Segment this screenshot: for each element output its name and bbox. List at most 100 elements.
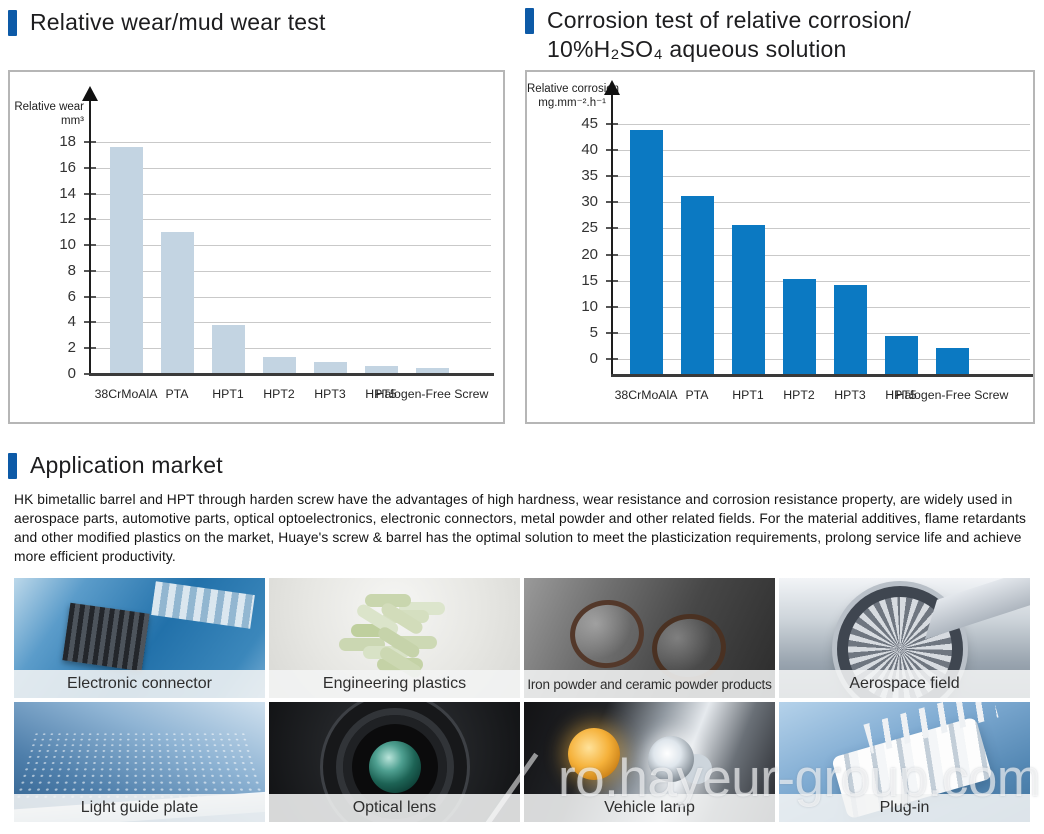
bar-hpt2 xyxy=(782,278,816,375)
y-tick-label: 15 xyxy=(581,271,598,289)
bar-38crmoala xyxy=(629,130,663,375)
y-tick-label: 4 xyxy=(67,313,76,331)
gridline xyxy=(90,142,491,143)
bar-hpt5 xyxy=(364,365,398,374)
gridline xyxy=(90,270,491,272)
corrosion-title-line2: 10%H₂SO₄ aqueous solution xyxy=(547,36,847,62)
application-tile-grid: Electronic connector Engineering plastics… xyxy=(14,578,1030,822)
wear-section-title: Relative wear/mud wear test xyxy=(8,8,326,37)
gridline xyxy=(90,296,491,298)
bar-hpt3 xyxy=(313,362,347,374)
corrosion-section-title: Corrosion test of relative corrosion/10%… xyxy=(525,6,911,64)
x-axis-line xyxy=(89,373,494,376)
bar-pta xyxy=(680,196,714,375)
gridline xyxy=(90,245,491,247)
y-tick-label: 0 xyxy=(589,350,598,367)
application-paragraph: HK bimetallic barrel and HPT through har… xyxy=(14,492,1027,564)
tile-light-guide-plate: Light guide plate xyxy=(14,702,265,822)
y-tick-label: 12 xyxy=(59,210,76,228)
bar-hpt5 xyxy=(884,335,918,375)
category-label-38crmoala: 38CrMoAlA xyxy=(94,387,158,401)
category-label-hpt2: HPT2 xyxy=(263,387,295,401)
category-label-hpt3: HPT3 xyxy=(314,387,346,401)
corrosion-title-line1: Corrosion test of relative corrosion/ xyxy=(547,7,912,33)
category-label-hpt3: HPT3 xyxy=(834,388,866,402)
tile-caption-aerospace-field: Aerospace field xyxy=(779,670,1030,698)
y-tick-label: 14 xyxy=(59,184,76,202)
gridline xyxy=(612,306,1030,308)
bar-halogen-free-screw xyxy=(935,347,969,375)
application-title-text: Application market xyxy=(30,452,223,478)
y-tick-label: 35 xyxy=(581,167,598,185)
category-label-38crmoala: 38CrMoAlA xyxy=(614,388,678,402)
gridline xyxy=(612,254,1030,256)
wear-title-text: Relative wear/mud wear test xyxy=(30,9,326,35)
category-label-hpt5: HPT5 xyxy=(885,388,917,402)
gridline xyxy=(90,219,491,221)
y-tick-label: 10 xyxy=(59,236,76,254)
tile-optical-lens: Optical lens xyxy=(269,702,520,822)
accent-bar xyxy=(8,453,17,479)
category-label-hpt1: HPT1 xyxy=(732,388,764,402)
y-axis-label: Relative corrosion mg.mm⁻².h⁻¹ xyxy=(527,83,620,109)
category-label-pta: PTA xyxy=(165,387,189,401)
category-label-hpt2: HPT2 xyxy=(783,388,815,402)
tile-aerospace-field: Aerospace field xyxy=(779,578,1030,698)
y-tick-label: 6 xyxy=(67,287,76,305)
bar-pta xyxy=(160,232,194,374)
bar-halogen-free-screw xyxy=(415,367,449,374)
gridline xyxy=(612,176,1030,178)
tile-vehicle-lamp: Vehicle lamp xyxy=(524,702,775,822)
tile-caption-vehicle-lamp: Vehicle lamp xyxy=(524,794,775,822)
y-tick-label: 45 xyxy=(581,115,598,132)
y-axis-arrow-icon xyxy=(604,80,620,95)
tile-caption-plug-in: Plug-in xyxy=(779,794,1030,822)
bar-hpt2 xyxy=(262,357,296,374)
gridline xyxy=(612,124,1030,125)
corrosion-chart: Relative corrosion mg.mm⁻².h⁻¹ 45 40 35 30 25 2… xyxy=(525,70,1035,424)
bar-hpt3 xyxy=(833,284,867,375)
tile-plug-in: Plug-in xyxy=(779,702,1030,822)
corrosion-title-text: Corrosion test of relative corrosion/10%… xyxy=(547,6,911,64)
y-tick-label: 20 xyxy=(581,245,598,263)
gridline xyxy=(612,202,1030,204)
gridline xyxy=(612,359,1030,360)
y-tick-label: 2 xyxy=(67,339,76,357)
y-tick-label: 30 xyxy=(581,193,598,211)
tile-iron-powder-and-ceramic-powder-products: Iron powder and ceramic powder products xyxy=(524,578,775,698)
y-tick-label: 16 xyxy=(59,158,76,176)
y-tick-label: 8 xyxy=(67,261,76,279)
y-axis-line xyxy=(89,100,91,374)
category-label-hpt1: HPT1 xyxy=(212,387,244,401)
y-axis-arrow-icon xyxy=(82,86,98,101)
tile-caption-iron-powder-and-ceramic-powder-products: Iron powder and ceramic powder products xyxy=(524,670,775,698)
application-section-title: Application market xyxy=(8,451,223,480)
tile-caption-engineering-plastics: Engineering plastics xyxy=(269,670,520,698)
gridline xyxy=(612,150,1030,152)
gridline xyxy=(612,228,1030,230)
accent-bar xyxy=(525,8,534,34)
y-axis-label: Relative wear mm³ xyxy=(14,101,84,127)
gridline xyxy=(612,332,1030,334)
y-tick-label: 5 xyxy=(589,323,598,341)
category-label-halogen-free-screw: Halogen-Free Screw xyxy=(375,387,489,401)
gridline xyxy=(90,322,491,324)
tile-caption-electronic-connector: Electronic connector xyxy=(14,670,265,698)
bar-hpt1 xyxy=(731,225,765,375)
y-tick-label: 25 xyxy=(581,219,598,237)
y-tick-label: 18 xyxy=(59,133,76,150)
gridline xyxy=(612,280,1030,282)
wear-chart: Relative wear mm³ 18 16 14 12 10 8 6 4 2 0 38CrMoAlA… xyxy=(8,70,505,424)
category-label-halogen-free-screw: Halogen-Free Screw xyxy=(895,388,1009,402)
tile-electronic-connector: Electronic connector xyxy=(14,578,265,698)
y-tick-label: 0 xyxy=(67,365,76,382)
gridline xyxy=(90,193,491,195)
gridline xyxy=(90,167,491,169)
category-label-pta: PTA xyxy=(685,388,709,402)
gridline xyxy=(90,348,491,350)
y-axis-line xyxy=(611,94,613,375)
bar-hpt1 xyxy=(211,325,245,374)
tile-caption-light-guide-plate: Light guide plate xyxy=(14,794,265,822)
category-label-hpt5: HPT5 xyxy=(365,387,397,401)
